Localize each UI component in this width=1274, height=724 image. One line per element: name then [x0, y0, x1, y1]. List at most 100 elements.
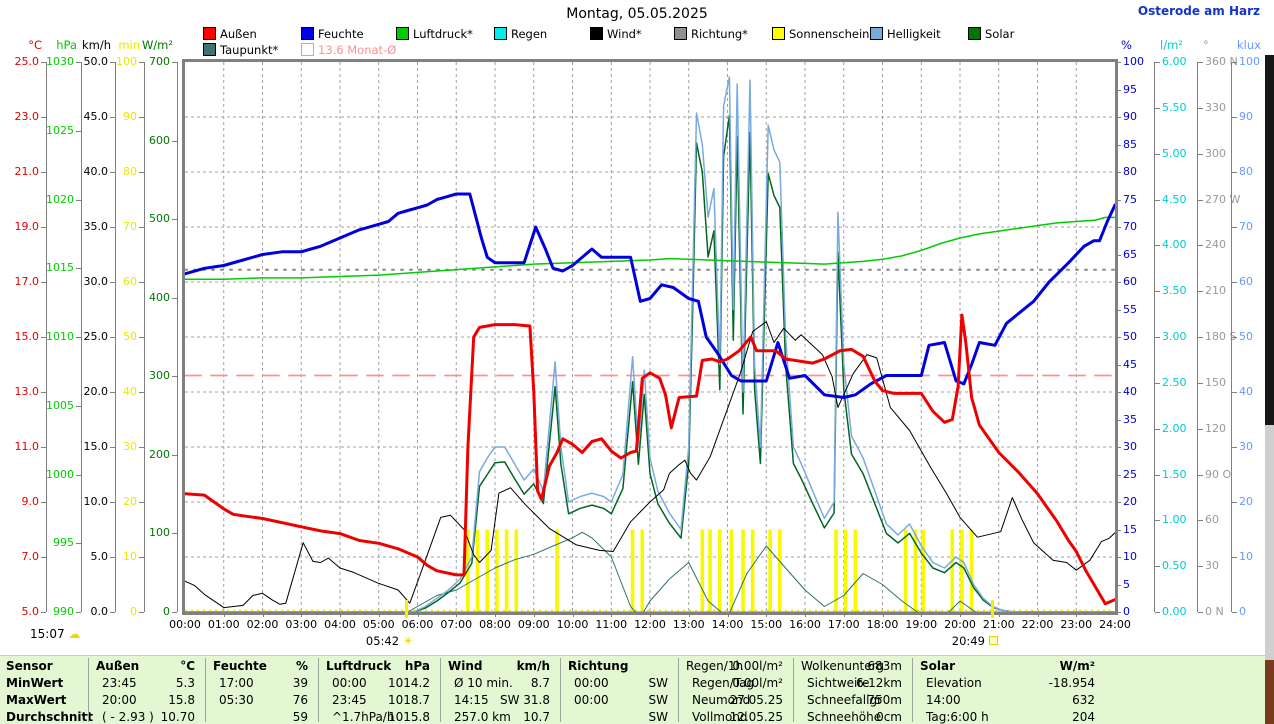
axis-tick	[1155, 337, 1160, 338]
table-row-label: MaxWert	[6, 693, 67, 707]
x-tick-label: 04:00	[324, 618, 356, 631]
table-cell: Vollmond	[692, 710, 748, 724]
axis-tick	[1198, 474, 1203, 476]
x-tick-label: 10:00	[556, 618, 589, 631]
axis-tick-label: 15.0	[83, 440, 109, 453]
axis-tick-label: 20	[123, 495, 137, 508]
table-cell: Schneehöhe	[807, 710, 882, 724]
page-title: Montag, 05.05.2025	[566, 6, 708, 22]
sunshine-bar	[741, 529, 745, 612]
axis-tick	[1116, 612, 1121, 613]
axis-tick	[41, 337, 46, 338]
axis-tick	[76, 612, 81, 613]
x-tick	[1076, 612, 1078, 617]
table-cell: SW	[648, 676, 668, 690]
axis-tick	[139, 227, 144, 228]
axis-tick	[110, 392, 115, 393]
axis-tick	[1155, 566, 1160, 568]
station-name: Osterode am Harz	[1137, 4, 1260, 18]
axis-tick	[1155, 520, 1160, 522]
axis-tick-label: 50	[1123, 330, 1137, 343]
axis-tick	[172, 140, 177, 142]
table-divider	[440, 658, 441, 722]
legend-item-sonnenschein: Sonnenschein	[772, 27, 869, 41]
cloud-icon: ☁	[68, 627, 81, 641]
axis-unit-W/m²: W/m²	[141, 38, 173, 52]
axis-tick-label: 5.0	[90, 550, 109, 563]
axis-tick	[1155, 199, 1160, 201]
axis-tick	[76, 268, 81, 270]
sunshine-bar	[853, 529, 858, 612]
x-tick	[572, 612, 574, 617]
axis-tick	[76, 474, 81, 476]
series-aussen-temperatur	[185, 313, 1115, 606]
axis-tick-label: 70	[123, 220, 137, 233]
axis-tick-label: 50	[123, 330, 137, 343]
table-cell: Feuchte	[213, 659, 267, 673]
table-cell: 204	[1072, 710, 1095, 724]
axis-tick	[110, 227, 115, 228]
x-tick-label: 18:00	[866, 618, 899, 631]
axis-tick	[139, 62, 144, 63]
x-tick-label: 15:00	[750, 618, 783, 631]
axis-tick-label: 30.0	[83, 275, 109, 288]
legend-label: Solar	[985, 27, 1015, 41]
table-cell: ( - 2.93 )	[102, 710, 154, 724]
axis-tick-label: 1000	[46, 467, 74, 481]
table-cell: 14:15	[454, 693, 489, 707]
axis-tick	[139, 282, 144, 283]
table-cell: Regen/1h	[686, 659, 744, 673]
sunset-marker	[990, 600, 994, 618]
axis-tick-label: 60	[1239, 275, 1253, 288]
x-tick-label: 16:00	[789, 618, 821, 631]
summary-table: Sensor MinWert MaxWert Durchschnitt Außen °C 2…	[0, 655, 1274, 724]
sunset-icon	[988, 636, 998, 645]
axis-tick-label: 50	[1239, 330, 1253, 343]
axis-unit-km/h: km/h	[81, 38, 111, 52]
axis-tick	[76, 543, 81, 545]
axis-tick-label: 0	[1239, 605, 1246, 618]
table-cell: Solar	[920, 659, 956, 673]
legend-label: Taupunkt*	[220, 43, 279, 57]
axis-tick-label: 4.00	[1162, 238, 1187, 252]
axis-tick-label: 120	[1205, 421, 1226, 435]
axis-line-km/h	[115, 62, 116, 612]
legend-swatch	[203, 43, 216, 56]
legend-item-regen: Regen	[494, 27, 547, 41]
axis-tick	[76, 405, 81, 407]
table-cell: 8.7	[530, 676, 550, 690]
table-divider	[793, 658, 794, 722]
axis-tick	[1116, 117, 1121, 118]
axis-tick-label: 240	[1205, 238, 1226, 252]
axis-tick-label: 90 O	[1205, 467, 1232, 481]
axis-tick-label: 4.50	[1162, 192, 1187, 206]
axis-tick-label: 990	[53, 605, 74, 618]
axis-tick	[1116, 199, 1121, 201]
sunshine-bar	[960, 529, 964, 612]
x-tick	[843, 612, 845, 617]
table-cell: SW	[648, 693, 668, 707]
sunshine-bar	[921, 529, 925, 612]
axis-line-°	[1197, 62, 1198, 612]
x-tick-label: 09:00	[517, 618, 550, 631]
x-tick	[301, 612, 303, 617]
table-cell: Regen/Tag	[692, 676, 755, 690]
x-tick-label: 21:00	[982, 618, 1015, 631]
table-cell: 750m	[867, 693, 902, 707]
axis-tick-label: 40	[1123, 385, 1137, 398]
table-cell	[588, 658, 668, 674]
sunshine-bar	[778, 529, 782, 612]
axis-tick-label: 45.0	[83, 110, 109, 123]
axis-tick	[1116, 584, 1121, 586]
axis-tick-label: 5.00	[1162, 146, 1187, 160]
axis-tick-label: 995	[53, 536, 74, 550]
axis-tick-label: 30	[1239, 440, 1253, 453]
axis-tick	[1198, 566, 1203, 568]
axis-tick	[1232, 337, 1237, 338]
sunshine-bar	[969, 529, 974, 612]
axis-tick	[1198, 245, 1203, 247]
axis-tick-label: 100	[149, 526, 170, 540]
axis-tick-label: 3.50	[1162, 284, 1187, 298]
legend-item-13-6-monat-: 13.6 Monat-Ø	[301, 43, 396, 57]
